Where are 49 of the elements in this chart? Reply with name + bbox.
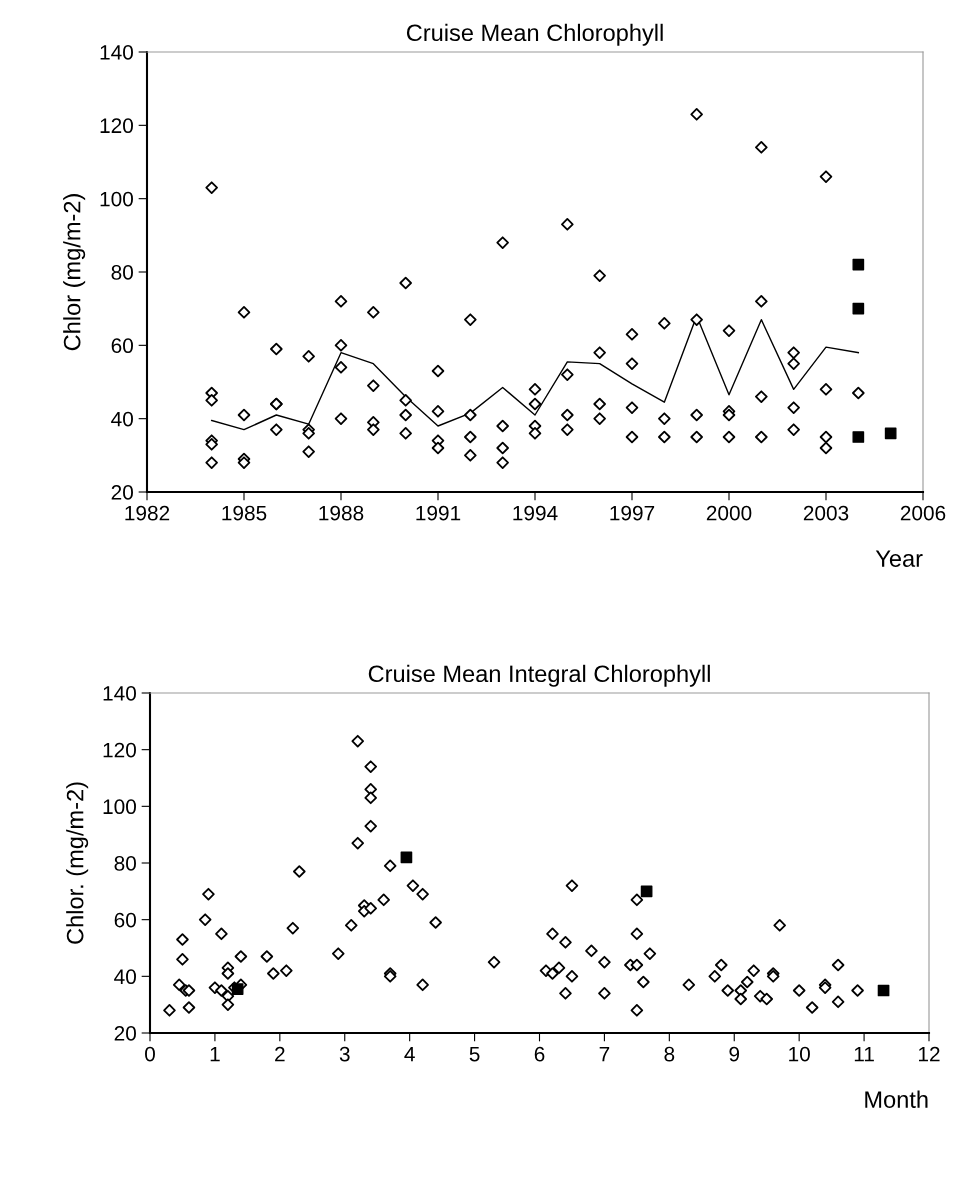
x-tick-label: 4 bbox=[404, 1046, 415, 1062]
y-tick-label: 100 bbox=[103, 799, 136, 815]
y-tick-label: 20 bbox=[114, 1026, 136, 1041]
x-tick-label: 10 bbox=[789, 1046, 810, 1062]
x-tick-label: 5 bbox=[469, 1046, 480, 1062]
x-tick-label: 3 bbox=[339, 1046, 350, 1062]
point bbox=[400, 851, 413, 864]
chart-title: Cruise Mean Integral Chlorophyll bbox=[368, 664, 710, 687]
point bbox=[852, 431, 865, 443]
y-tick-label: 20 bbox=[111, 485, 133, 500]
y-tick-label: 120 bbox=[103, 742, 136, 758]
y-tick-label: 100 bbox=[100, 191, 133, 207]
x-tick-label: 2003 bbox=[803, 505, 849, 521]
x-tick-label: 1985 bbox=[222, 505, 267, 521]
y-tick-label: 40 bbox=[114, 969, 136, 985]
point bbox=[640, 885, 653, 898]
x-tick-label: 1982 bbox=[125, 505, 170, 521]
point bbox=[852, 302, 865, 315]
x-tick-label: 0 bbox=[145, 1046, 155, 1062]
y-tick-label: 60 bbox=[114, 912, 136, 928]
x-tick-label: 8 bbox=[664, 1046, 675, 1062]
x-tick-label: 11 bbox=[854, 1046, 874, 1062]
point bbox=[877, 984, 890, 997]
x-tick-label: 7 bbox=[599, 1046, 610, 1062]
x-tick-label: 6 bbox=[534, 1046, 545, 1062]
x-tick-label: 12 bbox=[919, 1046, 940, 1062]
x-tick-label: 1991 bbox=[416, 505, 461, 521]
x-axis-title: Month bbox=[865, 1090, 928, 1108]
y-tick-label: 140 bbox=[103, 686, 136, 701]
y-tick-label: 40 bbox=[111, 411, 133, 427]
x-tick-label: 1997 bbox=[610, 505, 655, 521]
x-axis-title: Year bbox=[875, 550, 923, 567]
y-tick-label: 120 bbox=[100, 118, 133, 134]
x-tick-label: 1988 bbox=[319, 505, 364, 521]
x-tick-label: 1 bbox=[210, 1046, 220, 1062]
x-tick-label: 1994 bbox=[513, 505, 558, 521]
x-tick-label: 9 bbox=[729, 1046, 740, 1062]
y-tick-label: 80 bbox=[111, 265, 133, 280]
y-axis-title: Chlor. (mg/m-2) bbox=[66, 782, 89, 944]
point bbox=[884, 427, 897, 440]
x-tick-label: 2 bbox=[275, 1046, 285, 1062]
y-tick-label: 140 bbox=[100, 45, 133, 60]
y-tick-label: 80 bbox=[114, 856, 136, 871]
x-tick-label: 2000 bbox=[706, 505, 752, 521]
y-tick-label: 60 bbox=[111, 338, 133, 354]
chart-title: Cruise Mean Chlorophyll bbox=[406, 23, 663, 46]
point bbox=[852, 258, 865, 271]
x-tick-label: 2006 bbox=[900, 505, 946, 521]
y-axis-title: Chlor (mg/m-2) bbox=[63, 194, 86, 351]
